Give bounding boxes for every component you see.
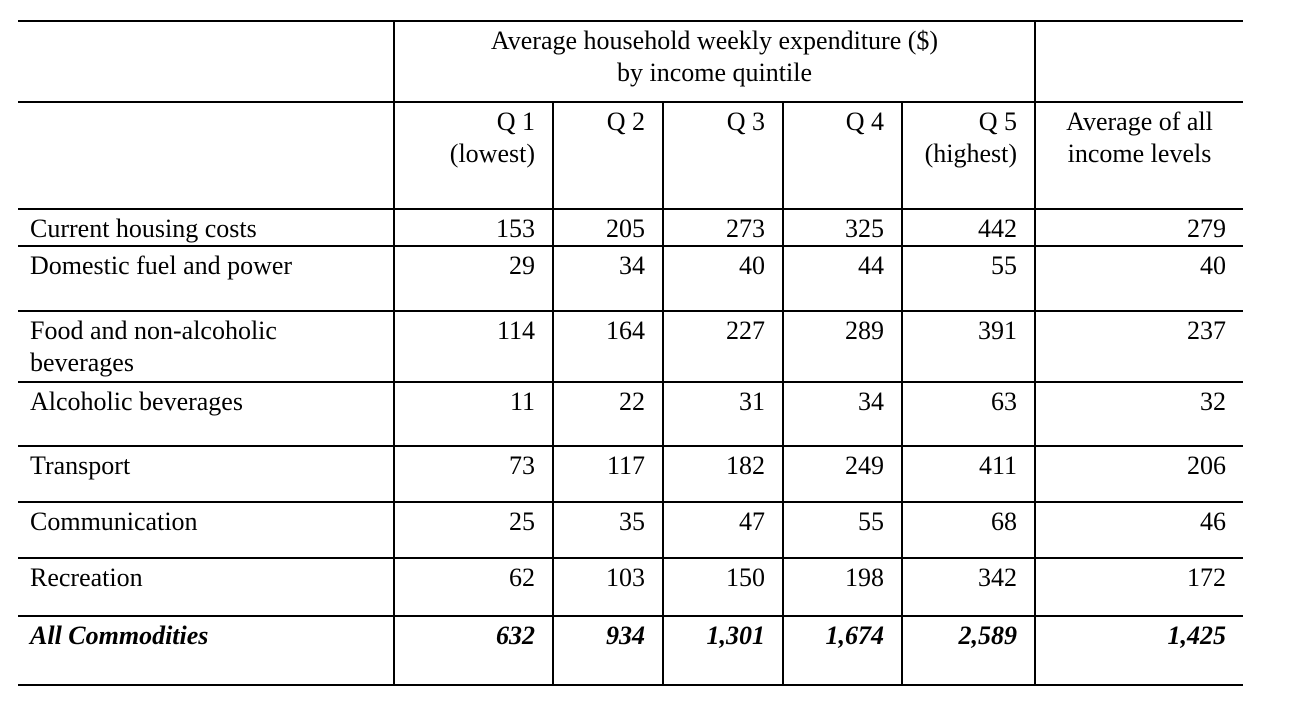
cell-average: 32: [1034, 381, 1243, 446]
cell-q1: 73: [393, 445, 553, 502]
cell-q2: 103: [552, 557, 663, 616]
col-header-q2: Q 2: [552, 101, 663, 209]
cell-q4: 1,674: [782, 615, 902, 685]
cell-q2: 117: [552, 445, 663, 502]
col-header-average-line2: income levels: [1067, 139, 1212, 168]
cell-q5: 63: [901, 381, 1035, 446]
empty-corner-cell: [18, 20, 394, 102]
cell-q5: 55: [901, 245, 1035, 311]
cell-q3: 273: [662, 208, 783, 246]
table-row-communication: Communication 25 35 47 55 68 46: [18, 501, 1243, 558]
cell-q3: 227: [662, 310, 783, 382]
cell-q1: 632: [393, 615, 553, 685]
row-label: Alcoholic beverages: [18, 381, 394, 446]
cell-q5: 411: [901, 445, 1035, 502]
cell-q3: 182: [662, 445, 783, 502]
cell-q1: 25: [393, 501, 553, 558]
cell-average: 46: [1034, 501, 1243, 558]
cell-average: 237: [1034, 310, 1243, 382]
col-header-q3: Q 3: [662, 101, 783, 209]
cell-q4: 325: [782, 208, 902, 246]
cell-q2: 164: [552, 310, 663, 382]
cell-average: 172: [1034, 557, 1243, 616]
cell-q1: 153: [393, 208, 553, 246]
empty-header-cell: [1034, 20, 1243, 102]
table-row-recreation: Recreation 62 103 150 198 342 172: [18, 557, 1243, 616]
cell-q4: 34: [782, 381, 902, 446]
table-row-food-and-non-alcoholic-beverages: Food and non-alcoholic beverages 114 164…: [18, 310, 1243, 382]
cell-q4: 44: [782, 245, 902, 311]
table-title-row: Average household weekly expenditure ($)…: [18, 20, 1243, 102]
col-header-q5-line2: (highest): [924, 139, 1017, 168]
col-header-q5-line1: Q 5: [978, 107, 1017, 136]
row-label: Food and non-alcoholic beverages: [18, 310, 394, 382]
cell-average: 206: [1034, 445, 1243, 502]
table-title-line1: Average household weekly expenditure ($): [490, 26, 939, 55]
col-header-q1: Q 1 (lowest): [393, 101, 553, 209]
table-row-domestic-fuel-and-power: Domestic fuel and power 29 34 40 44 55 4…: [18, 245, 1243, 311]
cell-q5: 2,589: [901, 615, 1035, 685]
empty-label-header: [18, 101, 394, 209]
cell-q3: 1,301: [662, 615, 783, 685]
cell-average: 40: [1034, 245, 1243, 311]
column-header-row: Q 1 (lowest) Q 2 Q 3 Q 4 Q 5 (highest) A…: [18, 101, 1243, 209]
row-label: Recreation: [18, 557, 394, 616]
col-header-q1-line2: (lowest): [449, 139, 535, 168]
cell-q5: 391: [901, 310, 1035, 382]
cell-q1: 114: [393, 310, 553, 382]
row-label: Communication: [18, 501, 394, 558]
cell-q2: 22: [552, 381, 663, 446]
cell-q3: 47: [662, 501, 783, 558]
row-label: Transport: [18, 445, 394, 502]
cell-average: 279: [1034, 208, 1243, 246]
cell-q2: 205: [552, 208, 663, 246]
cell-q4: 289: [782, 310, 902, 382]
row-label: Current housing costs: [18, 208, 394, 246]
cell-q5: 68: [901, 501, 1035, 558]
col-header-average: Average of all income levels: [1034, 101, 1243, 209]
col-header-q1-line1: Q 1: [496, 107, 535, 136]
row-label: Domestic fuel and power: [18, 245, 394, 311]
cell-q3: 150: [662, 557, 783, 616]
table-row-transport: Transport 73 117 182 249 411 206: [18, 445, 1243, 502]
table-row-current-housing-costs: Current housing costs 153 205 273 325 44…: [18, 208, 1243, 246]
cell-q2: 34: [552, 245, 663, 311]
cell-q5: 342: [901, 557, 1035, 616]
table-title: Average household weekly expenditure ($)…: [393, 20, 1035, 102]
cell-q3: 40: [662, 245, 783, 311]
col-header-q5: Q 5 (highest): [901, 101, 1035, 209]
cell-q1: 29: [393, 245, 553, 311]
expenditure-table: Average household weekly expenditure ($)…: [18, 20, 1243, 686]
cell-average: 1,425: [1034, 615, 1243, 685]
cell-q2: 934: [552, 615, 663, 685]
cell-q4: 249: [782, 445, 902, 502]
cell-q4: 198: [782, 557, 902, 616]
col-header-average-line1: Average of all: [1066, 107, 1213, 136]
cell-q5: 442: [901, 208, 1035, 246]
cell-q1: 62: [393, 557, 553, 616]
cell-q4: 55: [782, 501, 902, 558]
table-title-line2: by income quintile: [617, 58, 812, 87]
cell-q2: 35: [552, 501, 663, 558]
col-header-q4: Q 4: [782, 101, 902, 209]
cell-q1: 11: [393, 381, 553, 446]
cell-q3: 31: [662, 381, 783, 446]
table-row-alcoholic-beverages: Alcoholic beverages 11 22 31 34 63 32: [18, 381, 1243, 446]
table-row-all-commodities-total: All Commodities 632 934 1,301 1,674 2,58…: [18, 615, 1243, 685]
row-label: All Commodities: [18, 615, 394, 685]
